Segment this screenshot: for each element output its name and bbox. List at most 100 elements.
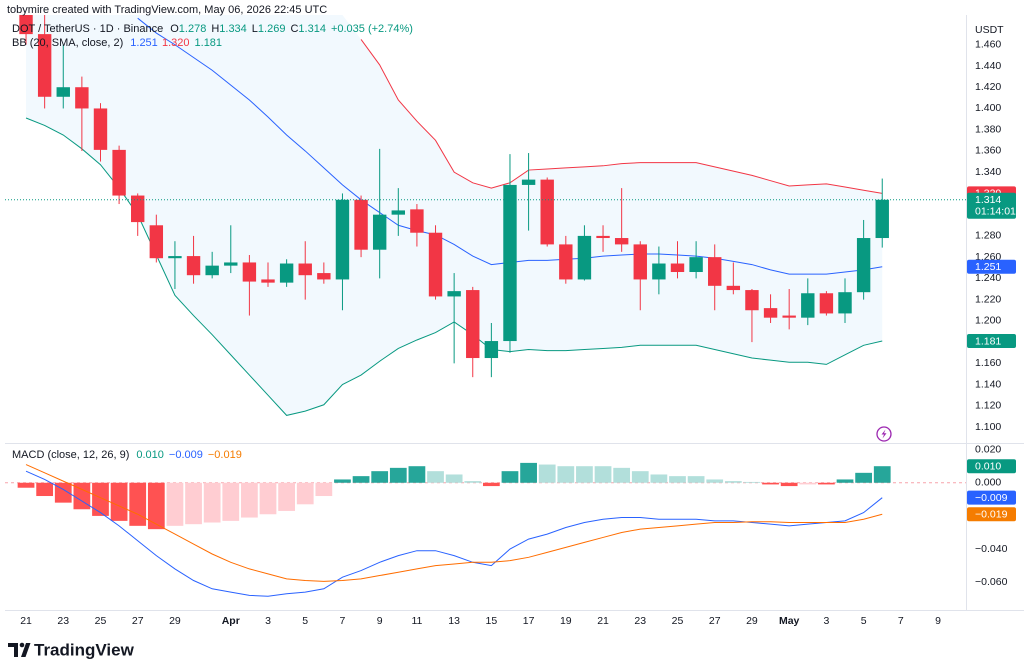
histogram-bar (669, 476, 686, 483)
logo-text: TradingView (34, 640, 135, 659)
price-tag-label: 1.314 (975, 194, 1001, 206)
axes: 1.1001.1201.1401.1601.1801.2001.2201.240… (20, 39, 1016, 627)
x-tick-label: 9 (377, 615, 383, 627)
x-tick-label: 3 (823, 615, 829, 627)
histogram-bar (222, 482, 240, 521)
y-tick-label: 1.340 (975, 166, 1001, 178)
alert-icon[interactable] (876, 426, 892, 442)
histogram-bar (873, 466, 891, 483)
x-tick-label: 5 (302, 615, 308, 627)
histogram-bar (92, 482, 109, 516)
histogram-bar (54, 482, 72, 503)
x-tick-label: 5 (861, 615, 867, 627)
candle-body (540, 179, 554, 245)
candle-body (708, 257, 722, 286)
x-tick-label: 29 (169, 615, 181, 627)
candle-body (75, 87, 89, 109)
x-tick-label: 13 (448, 615, 460, 627)
candle-body (466, 290, 480, 359)
bb-title: BB (20, SMA, close, 2) (12, 37, 123, 49)
macd-value: 0.010 (136, 449, 164, 461)
histogram-bar (278, 482, 295, 511)
change: +0.035 (+2.74%) (331, 23, 413, 35)
candle-body (484, 341, 499, 359)
histogram-bar (408, 466, 426, 483)
ohlc-key: C (290, 23, 298, 35)
candle-body (670, 263, 685, 273)
histogram-bar (110, 482, 128, 521)
y-tick-label: 1.220 (975, 293, 1001, 305)
candle-body (447, 291, 461, 297)
y-tick-label: 1.120 (975, 400, 1001, 412)
logo-slash (21, 643, 31, 657)
candle-body (782, 315, 796, 318)
logo-mark (8, 643, 18, 657)
histogram-bar (166, 482, 184, 526)
x-tick-label: 23 (57, 615, 69, 627)
x-tick-label: 7 (898, 615, 904, 627)
candle-body (614, 238, 629, 245)
value-tag (967, 507, 1016, 522)
x-tick-label: 23 (634, 615, 646, 627)
histogram-bar (315, 482, 333, 497)
histogram-bar (334, 479, 351, 483)
histogram-bar (371, 471, 389, 483)
y-tick-label: 1.460 (975, 39, 1001, 51)
histogram-bar (147, 482, 165, 530)
macd-line (25, 470, 883, 597)
y-tick-label: 0.020 (975, 443, 1001, 455)
candle-body (261, 279, 275, 283)
candle-body (596, 235, 610, 239)
logo-dot (19, 642, 25, 648)
x-tick-label: 17 (523, 615, 535, 627)
candle-body (410, 209, 424, 233)
histogram-bar (36, 482, 54, 497)
candle-body (577, 235, 592, 280)
y-tick-label: 1.240 (975, 272, 1001, 284)
axis-unit: USDT (975, 24, 1004, 36)
histogram-bar (445, 474, 463, 483)
alert-circle (876, 426, 892, 442)
y-tick-label: 1.360 (975, 145, 1001, 157)
candle-body (19, 15, 33, 35)
y-tick-label: 1.160 (975, 357, 1001, 369)
y-tick-label: 0.000 (975, 477, 1001, 489)
y-tick-label: 1.380 (975, 123, 1001, 135)
ohlc-key: H (211, 23, 219, 35)
candle-body (745, 290, 759, 311)
candle-body (242, 262, 257, 282)
candle-body (56, 87, 70, 97)
bb-value: 1.320 (162, 37, 190, 49)
band-line (360, 39, 883, 194)
x-tick-label: 21 (20, 615, 32, 627)
x-tick-label: 25 (95, 615, 107, 627)
bb-value: 1.181 (195, 37, 223, 49)
histogram-bar (520, 462, 537, 483)
macd-line (25, 464, 883, 582)
histogram-bar (241, 482, 258, 518)
histogram-bar (836, 479, 854, 483)
symbol: DOT / TetherUS · 1D · Binance (12, 23, 163, 35)
symbol-legend: DOT / TetherUS · 1D · Binance O1.278 H1.33… (12, 23, 413, 35)
y-tick-label: −0.040 (975, 543, 1008, 555)
histogram-bar (17, 482, 35, 488)
histogram-bar (501, 471, 519, 483)
x-tick-label: 19 (560, 615, 572, 627)
macd-title: MACD (close, 12, 26, 9) (12, 449, 129, 461)
candle-body (335, 199, 350, 280)
logo[interactable]: TradingView (8, 640, 135, 659)
value-tag-label: −0.019 (975, 509, 1008, 521)
candle-body (279, 263, 294, 283)
x-tick-label: 11 (411, 615, 422, 627)
candle-body (689, 257, 703, 273)
value-tag-label: −0.009 (975, 492, 1008, 504)
value-tag (967, 459, 1016, 474)
ohlc-value: 1.278 (179, 23, 207, 35)
histogram-bar (389, 467, 407, 483)
histogram-bar (427, 471, 444, 483)
candle-body (503, 184, 517, 342)
histogram-bar (631, 471, 649, 483)
y-tick-label: 1.200 (975, 315, 1001, 327)
candle-body (726, 285, 741, 291)
x-tick-label: May (779, 615, 800, 627)
